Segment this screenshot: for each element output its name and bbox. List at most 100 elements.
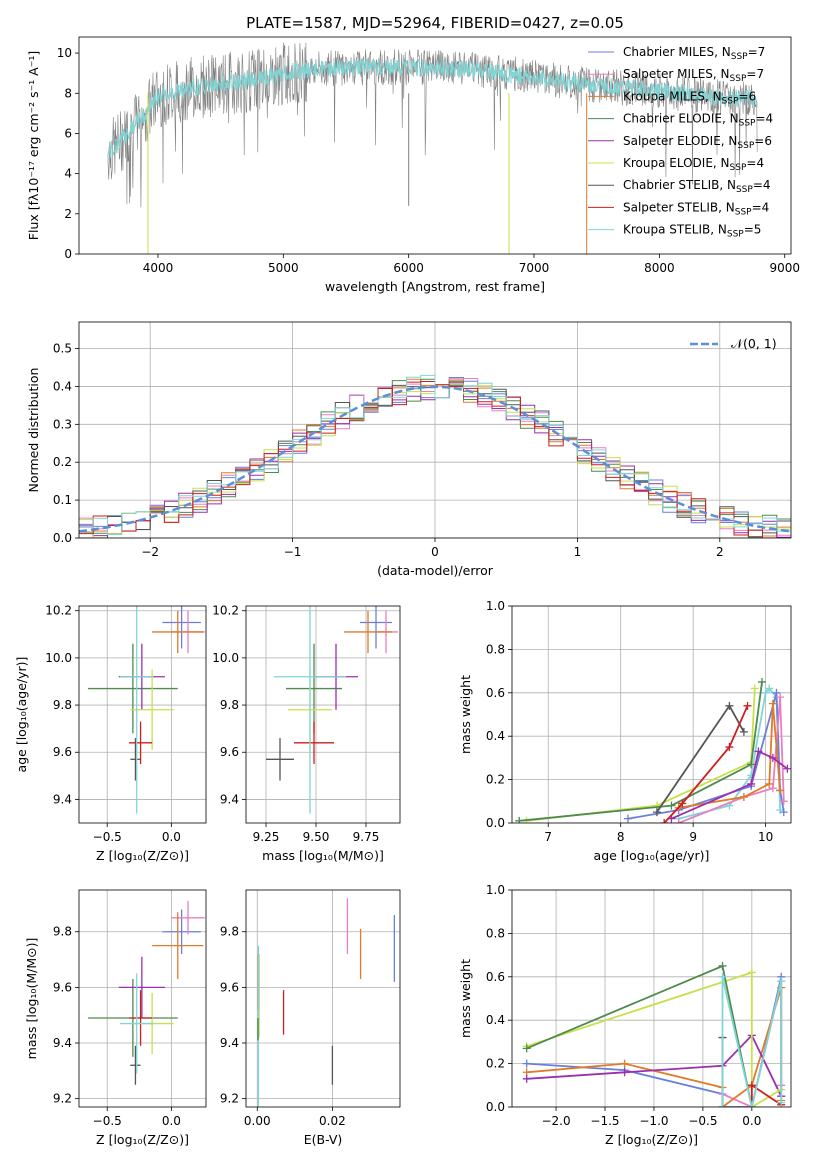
legend-entry: Kroupa MILES, NSSP=6 bbox=[623, 89, 756, 106]
mass-weight-marker bbox=[779, 797, 788, 806]
mass-weight-marker bbox=[768, 753, 777, 762]
y-tick-label: 9.6 bbox=[220, 980, 239, 994]
legend-label: Salpeter STELIB, N bbox=[623, 200, 735, 214]
y-tick-label: 10.0 bbox=[212, 651, 239, 665]
legend-subscript: SSP bbox=[736, 185, 753, 195]
legend-entry: Salpeter STELIB, NSSP=4 bbox=[623, 200, 769, 217]
legend-label: Chabrier MILES, N bbox=[623, 45, 731, 59]
axes-frame bbox=[245, 605, 401, 824]
mass-weight-line bbox=[519, 681, 763, 822]
mass-weight-marker bbox=[620, 1068, 629, 1077]
y-tick-label: 9.6 bbox=[53, 980, 72, 994]
mass-weight-marker bbox=[747, 1103, 756, 1107]
axes-frame bbox=[78, 321, 792, 539]
mass-weight-marker bbox=[776, 693, 785, 702]
mass-weight-marker bbox=[747, 1081, 756, 1090]
plot-area-mass_vs_Z bbox=[79, 890, 206, 1107]
mass-weight-marker bbox=[758, 677, 767, 686]
y-tick-label: 0.0 bbox=[486, 816, 505, 830]
legend-entry: Chabrier STELIB, NSSP=4 bbox=[623, 178, 771, 195]
mass-weight-marker bbox=[718, 1103, 727, 1107]
legend-label: Kroupa ELODIE, N bbox=[623, 156, 730, 170]
x-tick-label: 9.50 bbox=[303, 830, 330, 844]
legend-label: Kroupa MILES, N bbox=[623, 89, 722, 103]
legend-subscript: SSP bbox=[735, 207, 752, 217]
y-tick-label: 0.6 bbox=[486, 970, 505, 984]
mass-weight-marker bbox=[761, 688, 770, 697]
x-tick-label: 0.0 bbox=[162, 1114, 181, 1128]
y-tick-label: 0.4 bbox=[53, 379, 72, 393]
mass-weight-marker bbox=[777, 1098, 786, 1107]
y-tick-label: 0.2 bbox=[486, 773, 505, 787]
legend-entry: Chabrier ELODIE, NSSP=4 bbox=[623, 112, 773, 129]
mass-weight-line bbox=[656, 704, 745, 813]
legend-subscript: SSP bbox=[727, 230, 744, 240]
x-tick-label: −1.5 bbox=[590, 1114, 619, 1128]
mass-weight-marker bbox=[652, 808, 661, 817]
mass-weight-marker bbox=[779, 808, 788, 817]
x-tick-label: 0.02 bbox=[319, 1114, 346, 1128]
y-tick-label: 10.2 bbox=[212, 604, 239, 618]
axes-frame bbox=[78, 889, 207, 1108]
x-tick-label: 2 bbox=[716, 545, 724, 559]
mass-weight-marker bbox=[768, 784, 777, 793]
y-tick-label: 0.4 bbox=[486, 1013, 505, 1027]
axes-frame bbox=[78, 605, 207, 824]
x-tick-label: −0.5 bbox=[93, 830, 122, 844]
legend-label: Chabrier ELODIE, N bbox=[623, 112, 739, 126]
x-tick-label: −1 bbox=[284, 545, 302, 559]
mass-weight-marker bbox=[522, 1074, 531, 1083]
legend-suffix: =4 bbox=[752, 200, 770, 214]
legend-entry: Kroupa STELIB, NSSP=5 bbox=[623, 223, 761, 240]
x-tick-label: 4000 bbox=[143, 261, 174, 275]
mass-weight-marker bbox=[772, 688, 781, 697]
y-tick-label: 9.4 bbox=[53, 792, 72, 806]
mass-weight-line bbox=[721, 976, 783, 1107]
legend-suffix: =7 bbox=[746, 67, 764, 81]
y-tick-label: 10 bbox=[57, 46, 72, 60]
x-axis-label: wavelength [Angstrom, rest frame] bbox=[325, 279, 545, 294]
plot-area-residuals bbox=[79, 322, 791, 538]
mass-weight-marker bbox=[623, 814, 632, 823]
mass-weight-line bbox=[663, 705, 749, 823]
x-tick-label: 8000 bbox=[644, 261, 675, 275]
axes-frame bbox=[511, 889, 792, 1108]
legend-subscript: SSP bbox=[739, 119, 756, 129]
mass-weight-marker bbox=[768, 699, 777, 708]
legend-subscript: SSP bbox=[737, 141, 754, 151]
plot-area-age_vs_Z bbox=[79, 606, 206, 823]
mass-weight-line bbox=[526, 971, 782, 1107]
mass-weight-marker bbox=[667, 801, 676, 810]
legend-label: Kroupa STELIB, N bbox=[623, 223, 727, 237]
x-tick-label: 5000 bbox=[268, 261, 299, 275]
model-spectrum-line bbox=[107, 58, 758, 161]
y-tick-label: 9.8 bbox=[220, 698, 239, 712]
x-tick-label: −1.0 bbox=[639, 1114, 668, 1128]
panel-age_vs_Z: −0.5 0.0 9.4 9.6 9.8 10.0 10.2 Z [log₁₀(Z/Z⊙)] a… bbox=[14, 604, 207, 863]
y-tick-label: 0.8 bbox=[486, 926, 505, 940]
y-tick-label: 0.3 bbox=[53, 417, 72, 431]
mass-weight-marker bbox=[674, 819, 683, 823]
panel-massweight_vs_Z: −2.0 −1.5 −1.0 −0.5 0.0 0.0 0.2 0.4 0.6 0.8 1.0 Z [… bbox=[458, 883, 792, 1147]
y-tick-label: 0.8 bbox=[486, 642, 505, 656]
y-axis-label: mass [log₁₀(M/M⊙)] bbox=[24, 938, 39, 1060]
plot-area-age_vs_mass bbox=[246, 606, 400, 823]
mass-weight-line bbox=[678, 703, 781, 809]
y-tick-label: 6 bbox=[64, 126, 72, 140]
mass-weight-marker bbox=[754, 747, 763, 756]
mass-weight-marker bbox=[777, 977, 786, 986]
x-tick-label: 6000 bbox=[393, 261, 424, 275]
mass-weight-marker bbox=[739, 792, 748, 801]
y-tick-label: 0.1 bbox=[53, 493, 72, 507]
y-tick-label: 0.6 bbox=[486, 686, 505, 700]
y-axis-label: mass weight bbox=[458, 675, 473, 754]
x-tick-label: 10 bbox=[758, 830, 773, 844]
mass-weight-marker bbox=[678, 799, 687, 808]
x-tick-label: 0 bbox=[431, 545, 439, 559]
mass-weight-marker bbox=[718, 961, 727, 970]
x-tick-label: 0.0 bbox=[162, 830, 181, 844]
x-axis-label: E(B-V) bbox=[304, 1132, 343, 1147]
x-tick-label: 0.0 bbox=[742, 1114, 761, 1128]
mass-weight-marker bbox=[750, 684, 759, 693]
x-axis-label: age [log₁₀(age/yr)] bbox=[594, 848, 710, 863]
